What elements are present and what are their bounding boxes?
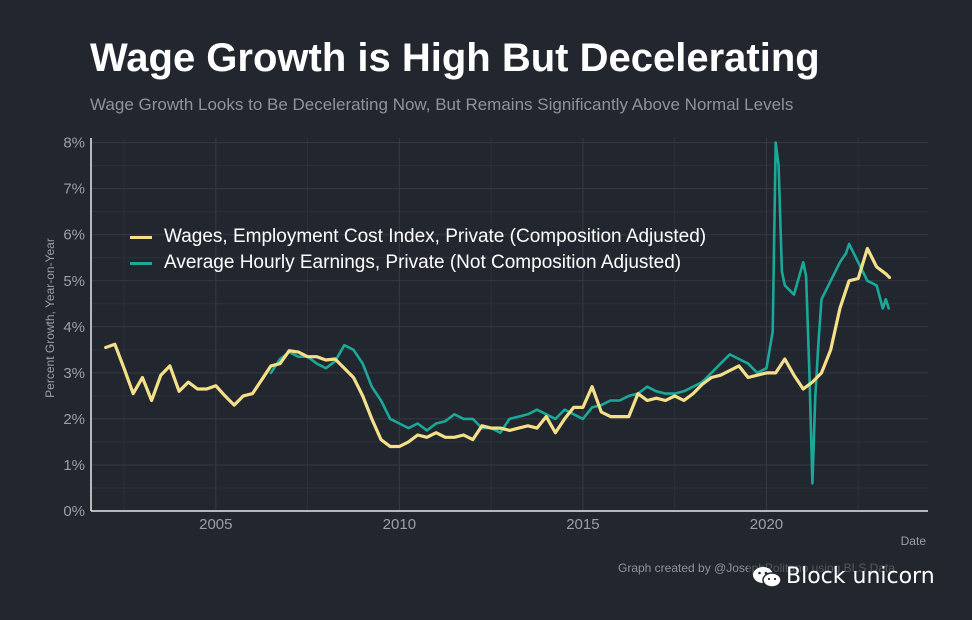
x-tick-label: 2005: [199, 516, 232, 533]
legend-label-ahe: Average Hourly Earnings, Private (Not Co…: [164, 252, 682, 273]
watermark-text: Block unicorn: [786, 564, 935, 589]
series-line-ahe: [269, 141, 890, 485]
y-tick-label: 2%: [63, 411, 85, 428]
chart-subtitle: Wage Growth Looks to Be Decelerating Now…: [90, 95, 794, 114]
wechat-icon: [753, 566, 782, 588]
y-tick-label: 8%: [63, 135, 85, 152]
major-gridlines: [91, 138, 928, 512]
y-tick-label: 3%: [63, 365, 85, 382]
legend-label-eci: Wages, Employment Cost Index, Private (C…: [164, 226, 707, 247]
legend-item-eci: Wages, Employment Cost Index, Private (C…: [130, 224, 706, 250]
x-axis-label: Date: [901, 534, 927, 548]
chart-title: Wage Growth is High But Decelerating: [90, 36, 820, 80]
y-tick-label: 0%: [63, 503, 85, 520]
x-tick-label: 2010: [383, 516, 416, 533]
legend: Wages, Employment Cost Index, Private (C…: [130, 224, 706, 276]
legend-swatch-eci: [130, 235, 152, 239]
axes: [90, 138, 928, 512]
x-tick-label: 2015: [566, 516, 599, 533]
y-tick-label: 7%: [63, 181, 85, 198]
x-tick-label: 2020: [750, 516, 783, 533]
y-tick-label: 1%: [63, 457, 85, 474]
y-tick-label: 5%: [63, 273, 85, 290]
y-tick-label: 6%: [63, 227, 85, 244]
series-line-eci: [104, 246, 892, 449]
legend-swatch-ahe: [130, 261, 152, 265]
watermark: Block unicorn: [748, 562, 939, 591]
legend-item-ahe: Average Hourly Earnings, Private (Not Co…: [130, 250, 706, 276]
series-group: [104, 141, 892, 485]
y-tick-label: 4%: [63, 319, 85, 336]
minor-gridlines: [91, 138, 928, 511]
tick-labels: 0% 1% 2% 3% 4% 5% 6% 7% 8% 2005 2010 2015 2020: [63, 135, 783, 533]
y-axis-label: Percent Growth, Year-on-Year: [43, 238, 57, 398]
